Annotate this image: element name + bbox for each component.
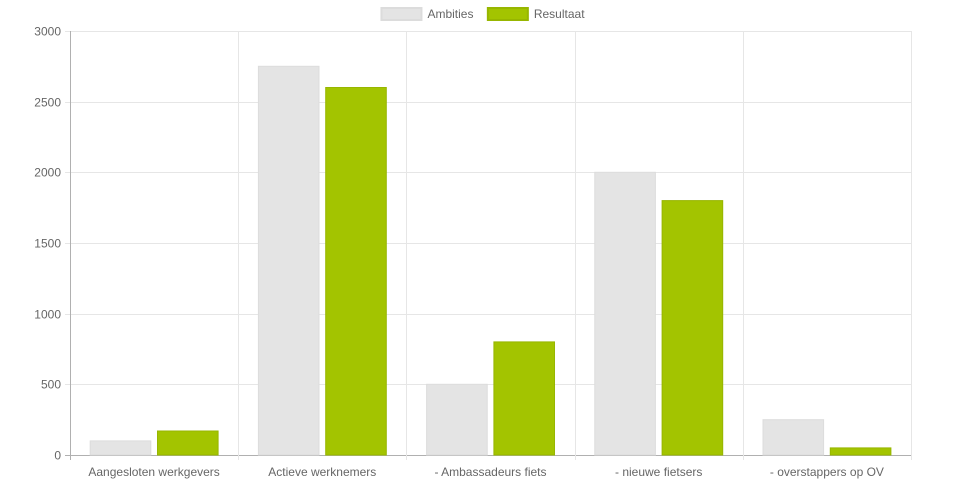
x-axis: Aangesloten werkgevers Actieve werknemers… bbox=[88, 465, 884, 479]
y-axis: 0 500 1000 1500 2000 2500 3000 bbox=[34, 25, 61, 463]
legend-item-resultaat[interactable]: Resultaat bbox=[486, 7, 585, 21]
bar-ambities-0[interactable] bbox=[89, 440, 152, 456]
x-tick-label: Aangesloten werkgevers bbox=[88, 465, 219, 479]
bar-resultaat-1[interactable] bbox=[325, 87, 387, 456]
bar-ambities-3[interactable] bbox=[594, 171, 656, 456]
y-tick-label: 0 bbox=[54, 449, 61, 463]
legend-label: Resultaat bbox=[534, 7, 585, 21]
legend-swatch bbox=[380, 7, 423, 21]
bar-ambities-1[interactable] bbox=[257, 65, 320, 456]
y-tick-label: 2000 bbox=[34, 166, 61, 180]
bar-resultaat-0[interactable] bbox=[157, 430, 219, 456]
y-tick-label: 1500 bbox=[34, 237, 61, 251]
y-tick-label: 500 bbox=[41, 378, 61, 392]
grid-lines bbox=[65, 31, 912, 460]
x-tick-label: - Ambassadeurs fiets bbox=[434, 465, 546, 479]
y-tick-label: 2500 bbox=[34, 96, 61, 110]
bar-resultaat-2[interactable] bbox=[493, 341, 555, 456]
bar-resultaat-3[interactable] bbox=[661, 200, 724, 456]
legend-swatch bbox=[486, 7, 529, 21]
legend: Ambities Resultaat bbox=[380, 7, 585, 21]
bar-resultaat-4[interactable] bbox=[829, 447, 892, 456]
bar-ambities-2[interactable] bbox=[426, 383, 488, 456]
y-tick-label: 3000 bbox=[34, 25, 61, 39]
bar-ambities-4[interactable] bbox=[762, 419, 825, 456]
x-tick-label: Actieve werknemers bbox=[268, 465, 376, 479]
legend-item-ambities[interactable]: Ambities bbox=[380, 7, 473, 21]
y-tick-label: 1000 bbox=[34, 308, 61, 322]
x-tick-label: - nieuwe fietsers bbox=[615, 465, 702, 479]
x-tick-label: - overstappers op OV bbox=[770, 465, 884, 479]
bars bbox=[89, 65, 892, 456]
legend-label: Ambities bbox=[427, 7, 473, 21]
